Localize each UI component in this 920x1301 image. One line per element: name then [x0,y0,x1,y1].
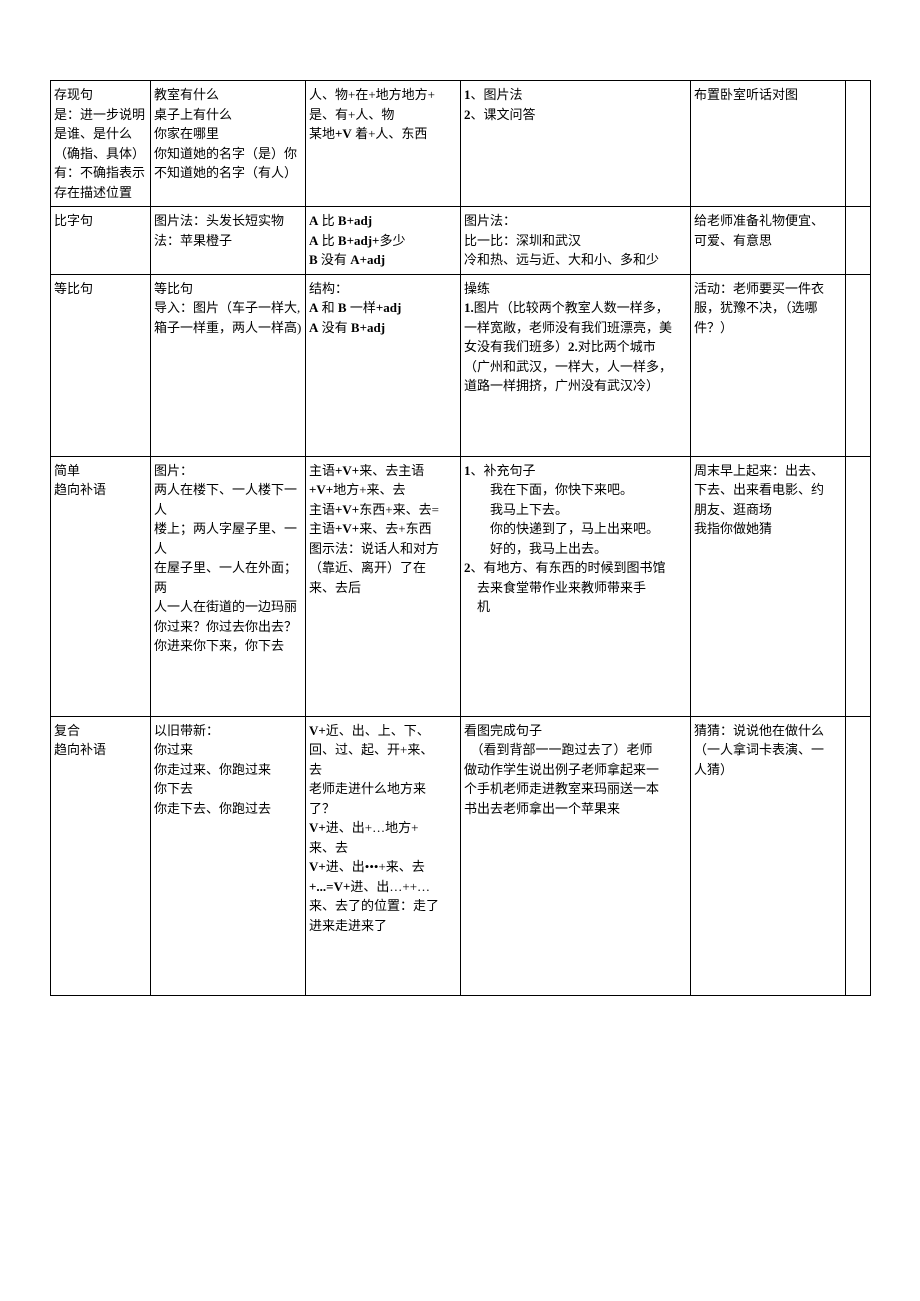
practice-cell: 1、图片法2、课文问答 [461,81,691,207]
practice-cell: 图片法：比一比：深圳和武汉冷和热、远与近、大和小、多和少 [461,207,691,275]
activity-cell: 猜猜：说说他在做什么（一人拿词卡表演、一人猜） [691,716,846,996]
grammar-topic-cell: 简单趋向补语 [51,456,151,716]
practice-cell: 操练1.图片（比较两个教室人数一样多，一样宽敞，老师没有我们班漂亮，美女没有我们… [461,274,691,456]
grammar-topic-cell: 等比句 [51,274,151,456]
intro-cell: 教室有什么桌子上有什么你家在哪里你知道她的名字（是）你不知道她的名字（有人） [151,81,306,207]
table-row: 简单趋向补语图片：两人在楼下、一人楼下一人楼上；两人字屋子里、一人在屋子里、一人… [51,456,871,716]
structure-cell: A 比 B+adjA 比 B+adj+多少B 没有 A+adj [306,207,461,275]
grammar-topic-cell: 存现句是：进一步说明是谁、是什么（确指、具体）有：不确指表示存在描述位置 [51,81,151,207]
grammar-topic-cell: 比字句 [51,207,151,275]
table-row: 比字句图片法：头发长短实物法：苹果橙子A 比 B+adjA 比 B+adj+多少… [51,207,871,275]
intro-cell: 图片法：头发长短实物法：苹果橙子 [151,207,306,275]
structure-cell: 主语+V+来、去主语+V+地方+来、去主语+V+东西+来、去=主语+V+来、去+… [306,456,461,716]
intro-cell: 图片：两人在楼下、一人楼下一人楼上；两人字屋子里、一人在屋子里、一人在外面；两人… [151,456,306,716]
structure-cell: 人、物+在+地方地方+是、有+人、物某地+V 着+人、东西 [306,81,461,207]
intro-cell: 以旧带新：你过来你走过来、你跑过来你下去你走下去、你跑过去 [151,716,306,996]
table-row: 存现句是：进一步说明是谁、是什么（确指、具体）有：不确指表示存在描述位置教室有什… [51,81,871,207]
document-page: 存现句是：进一步说明是谁、是什么（确指、具体）有：不确指表示存在描述位置教室有什… [0,0,920,1036]
empty-cell [846,81,871,207]
intro-cell: 等比句导入：图片（车子一样大,箱子一样重，两人一样高) [151,274,306,456]
activity-cell: 布置卧室听话对图 [691,81,846,207]
activity-cell: 周末早上起来：出去、下去、出来看电影、约朋友、逛商场我指你做她猜 [691,456,846,716]
practice-cell: 1、补充句子 我在下面，你快下来吧。 我马上下去。 你的快递到了，马上出来吧。 … [461,456,691,716]
activity-cell: 活动：老师要买一件衣服，犹豫不决，（选哪件？） [691,274,846,456]
empty-cell [846,716,871,996]
structure-cell: 结构：A 和 B 一样+adjA 没有 B+adj [306,274,461,456]
practice-cell: 看图完成句子 （看到背部一一跑过去了）老师做动作学生说出例子老师拿起来一个手机老… [461,716,691,996]
activity-cell: 给老师准备礼物便宜、可爱、有意思 [691,207,846,275]
structure-cell: V+近、出、上、下、回、过、起、开+来、去老师走进什么地方来了？V+进、出+…地… [306,716,461,996]
empty-cell [846,456,871,716]
table-row: 复合趋向补语以旧带新：你过来你走过来、你跑过来你下去你走下去、你跑过去V+近、出… [51,716,871,996]
lesson-plan-table: 存现句是：进一步说明是谁、是什么（确指、具体）有：不确指表示存在描述位置教室有什… [50,80,871,996]
empty-cell [846,274,871,456]
table-row: 等比句等比句导入：图片（车子一样大,箱子一样重，两人一样高)结构：A 和 B 一… [51,274,871,456]
empty-cell [846,207,871,275]
grammar-topic-cell: 复合趋向补语 [51,716,151,996]
